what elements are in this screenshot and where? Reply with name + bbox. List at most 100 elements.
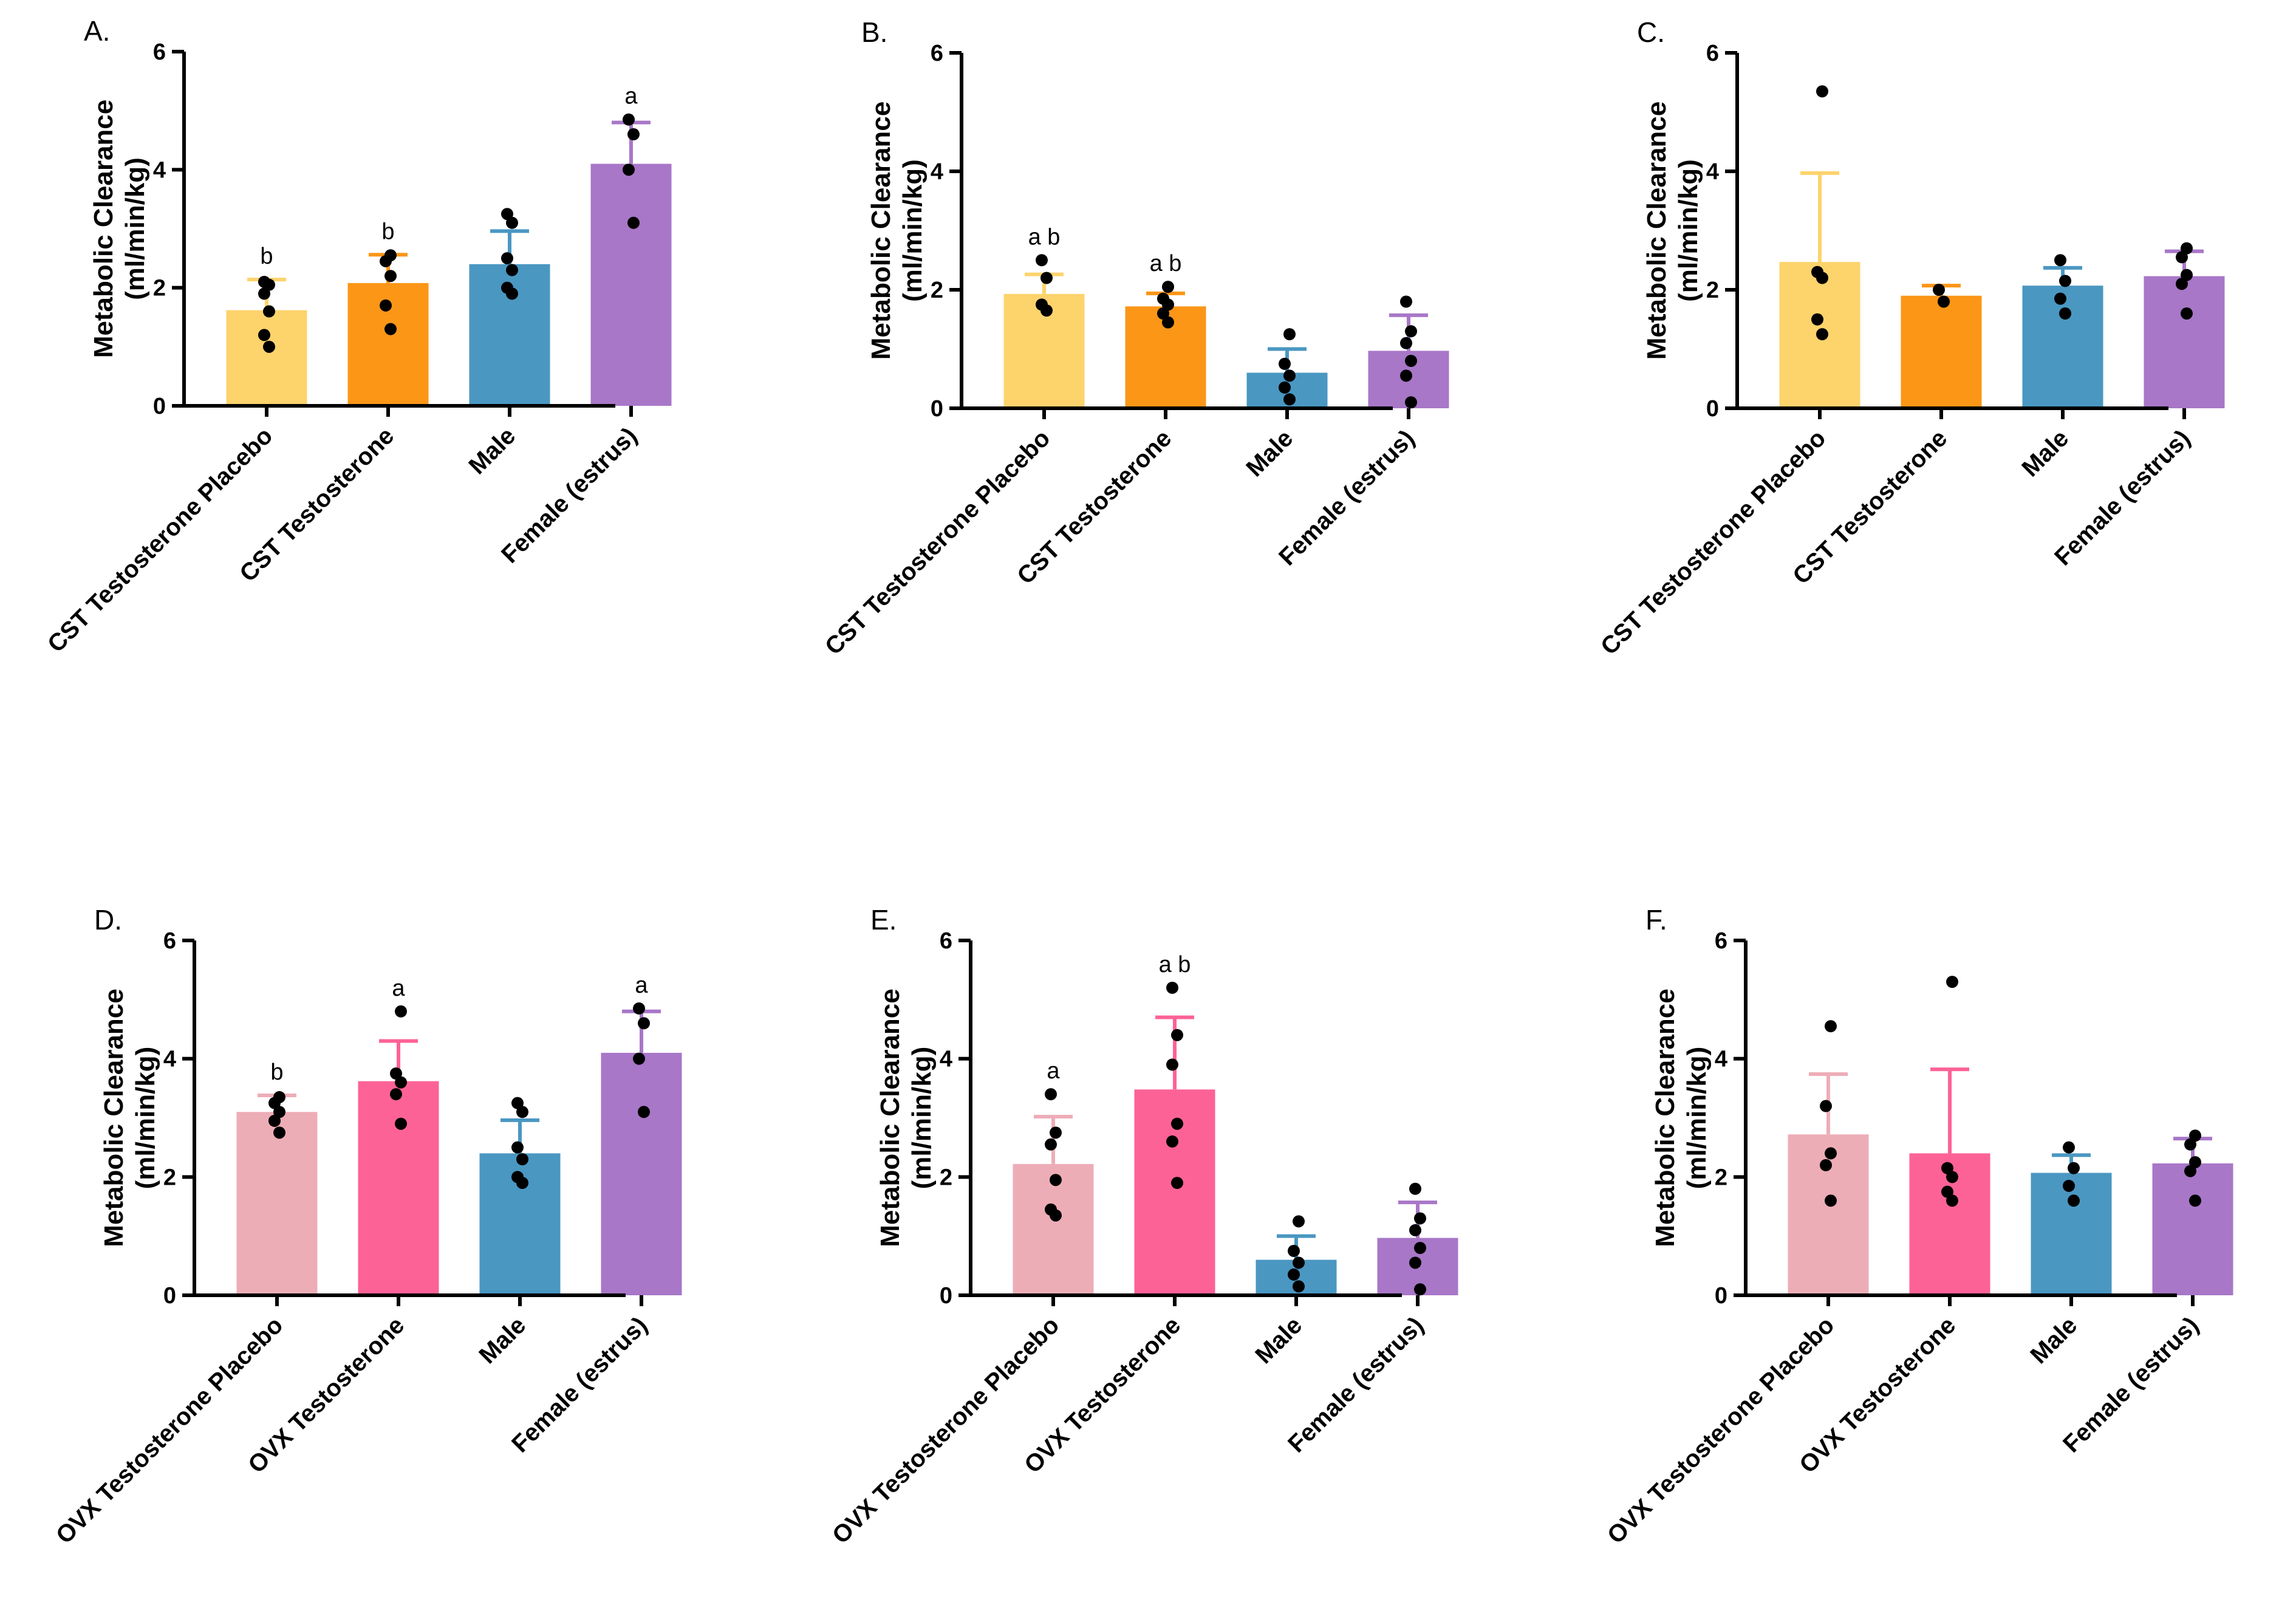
category-label: CST Testosterone Placebo [820,425,1055,660]
data-point [268,1114,281,1127]
category-label: Male [2025,1312,2082,1369]
data-point [1816,85,1828,98]
y-tick-label: 0 [1706,396,1719,422]
significance-label: a b [1028,224,1061,250]
data-point [395,1117,407,1130]
y-tick-label: 0 [931,396,943,422]
data-point [2176,251,2188,264]
bar [2031,1173,2112,1295]
significance-label: a [635,973,648,998]
y-tick-label: 4 [163,1047,176,1072]
category-label: Male [2017,425,2074,482]
data-point [627,216,640,229]
chart-panel-f: F. Metabolic Clearance (ml/min/kg) OVX Test… [1602,904,2233,1549]
data-point [1279,381,1291,394]
data-point [1414,1242,1426,1255]
data-point [1162,316,1174,329]
data-point [1050,1174,1062,1187]
data-point [1045,1203,1057,1216]
category-label: Male [474,1312,531,1369]
data-point [1409,1224,1421,1236]
y-tick-label: 0 [1715,1283,1727,1309]
data-point [2181,269,2193,281]
y-axis-label: Metabolic Clearance [89,100,118,358]
panel-letter: E. [870,904,897,936]
data-point [1166,1058,1178,1071]
category-label: OVX Testosterone Placebo [827,1312,1065,1549]
data-point [2181,242,2193,255]
data-point [2063,1141,2075,1154]
y-tick-label: 6 [940,928,952,954]
y-tick-label: 6 [931,41,943,66]
panel-letter: C. [1637,16,1665,48]
data-point [1293,1280,1305,1293]
data-point [506,216,518,229]
y-tick-label: 0 [940,1283,952,1309]
data-point [258,287,270,300]
category-label: OVX Testosterone Placebo [1602,1312,1840,1549]
data-point [511,1097,524,1109]
y-tick-label: 6 [1706,41,1719,66]
y-axis-label: Metabolic Clearance [99,988,129,1247]
category-label: Male [1250,1312,1307,1369]
bar [1901,295,1982,408]
data-point [2189,1129,2201,1142]
y-tick-label: 6 [163,928,176,954]
y-axis-label: Metabolic Clearance [1642,101,1672,360]
data-point [1288,1268,1300,1281]
y-tick-label: 4 [1706,159,1719,185]
bar [2022,286,2103,408]
data-point [1941,1185,1953,1198]
category-label: Female (estrus) [496,422,642,568]
data-point [1820,1159,1832,1171]
data-point [1157,307,1169,320]
data-point [623,113,635,126]
data-point [1171,1177,1183,1190]
chart-panel-b: B. Metabolic Clearance (ml/min/kg) a b CST T… [820,16,1449,660]
data-point [2068,1194,2080,1207]
data-point [1036,254,1048,267]
data-point [263,305,275,318]
data-point [2176,278,2188,290]
data-point [627,128,640,141]
data-point [2059,307,2071,320]
panel-letter: B. [861,16,887,48]
data-point [263,340,275,353]
data-point [390,1067,402,1080]
data-point [2184,1165,2196,1177]
data-point [2068,1162,2080,1174]
data-point [1938,295,1950,308]
data-point [511,1141,524,1154]
data-point [1171,1117,1183,1130]
data-point [273,1126,285,1139]
chart-panel-d: D. Metabolic Clearance (ml/min/kg) b OVX Tes… [51,904,682,1549]
data-point [1825,1194,1837,1207]
category-label: OVX Testosterone Placebo [51,1312,289,1549]
data-point [1400,337,1412,349]
chart-panel-a: A. Metabolic Clearance (ml/min/kg) b CST Tes… [43,15,672,658]
data-point [1036,298,1048,311]
y-axis-label: (ml/min/kg) [907,1047,937,1190]
bar [236,1112,318,1295]
panel-letter: A. [84,15,110,47]
chart-panel-c: C. Metabolic Clearance (ml/min/kg) CST Test… [1596,16,2225,660]
y-axis-label: (ml/min/kg) [898,159,928,302]
data-point [1279,357,1291,370]
data-point [1414,1212,1426,1225]
data-point [395,1005,407,1018]
data-point [1283,369,1296,382]
data-point [1040,272,1053,284]
data-point [1405,355,1417,367]
data-point [1166,1135,1178,1148]
y-tick-label: 6 [153,39,166,65]
category-label: Male [1241,425,1298,482]
significance-label: b [260,244,273,269]
data-point [1166,981,1178,994]
category-label: Female (estrus) [2049,425,2195,570]
data-point [516,1106,528,1118]
chart-panel-e: E. Metabolic Clearance (ml/min/kg) a OVX Tes… [827,904,1458,1549]
significance-label: a b [1150,251,1182,276]
data-point [1171,1029,1183,1041]
y-tick-label: 2 [163,1165,176,1190]
y-tick-label: 2 [931,278,943,303]
